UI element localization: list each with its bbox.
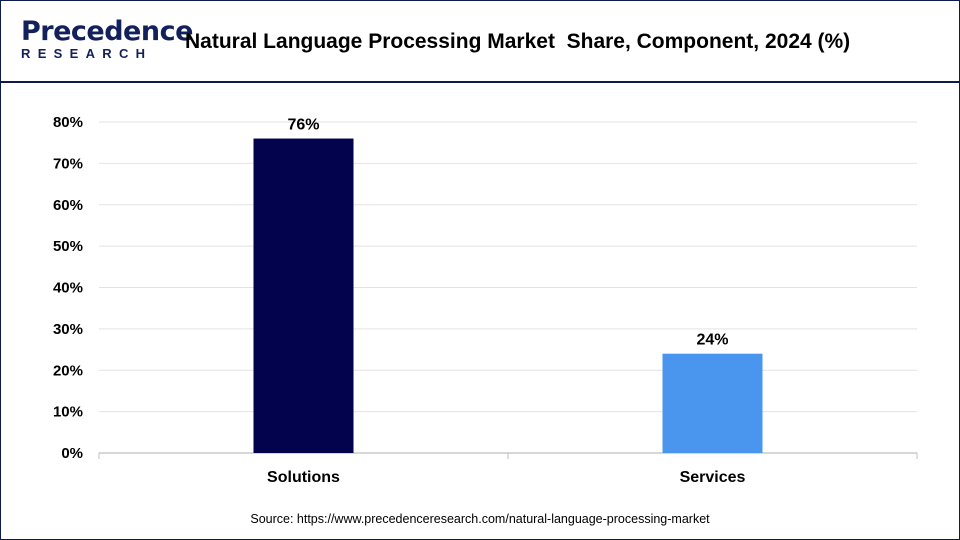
- y-tick-label: 10%: [53, 404, 83, 421]
- y-tick-label: 40%: [53, 280, 83, 297]
- bar-services: [662, 353, 763, 453]
- logo-wordmark-bottom: RESEARCH: [21, 46, 153, 61]
- bar-solutions: [253, 138, 354, 454]
- brand-logo: Precedence RESEARCH: [15, 17, 193, 65]
- header: Precedence RESEARCH Natural Language Pro…: [1, 1, 959, 83]
- y-tick-label: 80%: [53, 114, 83, 131]
- source-note: Source: https://www.precedenceresearch.c…: [250, 512, 710, 526]
- x-tick-label: Solutions: [267, 469, 340, 486]
- logo-wordmark-top: Precedence: [21, 16, 193, 47]
- y-tick-label: 70%: [53, 155, 83, 172]
- x-tick-label: Services: [680, 469, 746, 486]
- y-tick-label: 50%: [53, 238, 83, 255]
- bar-chart: 0% 10% 20% 30% 40% 50% 60% 70% 80% 76% 24% Soluti…: [53, 114, 918, 486]
- y-tick-label: 30%: [53, 321, 83, 338]
- data-label: 24%: [696, 332, 728, 349]
- chart-title: Natural Language Processing Market Share…: [185, 30, 851, 53]
- data-label: 76%: [287, 117, 319, 134]
- y-tick-label: 60%: [53, 197, 83, 214]
- y-tick-label: 0%: [61, 445, 83, 462]
- y-tick-label: 20%: [53, 362, 83, 379]
